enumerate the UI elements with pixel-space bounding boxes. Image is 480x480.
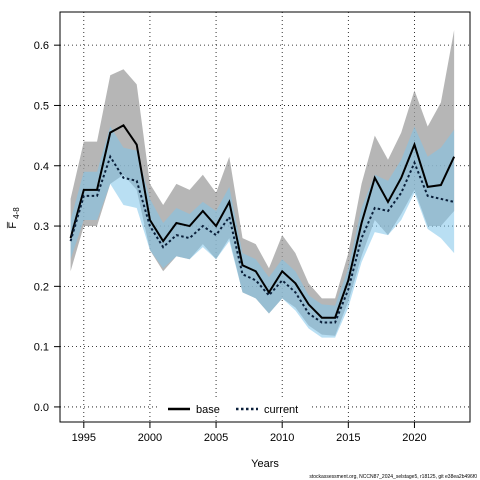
legend-label-base: base: [196, 404, 220, 416]
x-tick-label-2010: 2010: [270, 432, 294, 444]
x-tick-label-2020: 2020: [402, 432, 426, 444]
legend-label-current: current: [264, 404, 298, 416]
y-tick-label-5: 0.5: [34, 100, 49, 112]
svg-text:F̅ 4-8: F̅ 4-8: [7, 207, 21, 229]
series-lines: [69, 124, 456, 324]
x-tick-label-2000: 2000: [138, 432, 162, 444]
y-tick-label-1: 0.1: [34, 342, 49, 354]
legend: base current: [160, 400, 310, 416]
x-axis-title: Years: [251, 458, 279, 470]
y-tick-label-0: 0.0: [34, 402, 49, 414]
x-tick-label-1995: 1995: [72, 432, 96, 444]
y-axis: 0.0 0.1 0.2 0.3 0.4 0.5 0.6: [34, 40, 61, 414]
line-base: [69, 124, 456, 319]
y-tick-label-6: 0.6: [34, 40, 49, 52]
y-axis-title-main: F̅: [7, 221, 19, 229]
legend-box-bg: [160, 400, 310, 416]
x-tick-label-2015: 2015: [336, 432, 360, 444]
y-tick-label-2: 0.2: [34, 281, 49, 293]
y-axis-title: F̅ 4-8: [7, 207, 21, 229]
footnote: stockassessment.org, NCCN87_2024_selstag…: [309, 474, 477, 480]
y-tick-label-3: 0.3: [34, 221, 49, 233]
confidence-bands: [70, 30, 455, 338]
x-tick-label-2005: 2005: [204, 432, 228, 444]
x-axis: 1995 2000 2005 2010 2015 2020: [72, 421, 427, 444]
y-tick-label-4: 0.4: [34, 161, 49, 173]
y-axis-title-subscript: 4-8: [12, 207, 21, 219]
